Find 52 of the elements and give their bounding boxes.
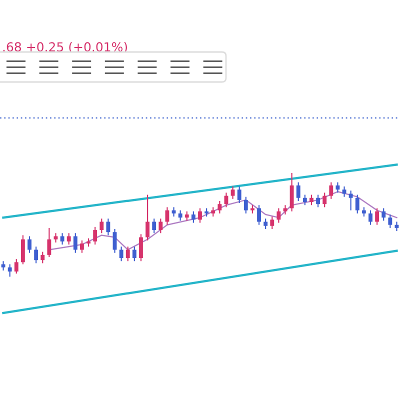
candlestick [93,226,98,246]
candlestick [270,216,274,230]
candlestick [139,234,143,262]
candlestick [302,194,307,206]
candlestick [322,192,327,208]
candlestick [310,194,314,206]
candlestick [8,264,12,278]
candlestick [283,204,288,216]
candlestick [244,196,248,214]
candlestick [296,182,300,202]
candlestick [388,214,392,229]
candlestick [119,246,124,262]
candlestick [362,206,366,218]
candlestick [80,240,84,254]
candlestick [348,190,353,211]
candlestick [73,232,78,254]
candlestick [184,210,189,222]
candlestick [126,246,130,262]
candlestick [382,208,386,222]
candlestick [132,246,136,262]
candlestick [100,218,104,234]
candlestick [165,206,170,226]
candlestick [257,204,261,226]
candlestick [14,258,18,274]
candlestick [237,186,242,204]
candlestick [230,186,235,200]
candlestick [34,246,38,264]
candlestick [368,210,372,226]
candlestick [66,232,71,246]
candlestick [20,234,25,265]
candlestick [47,227,52,258]
candlestick [211,206,216,218]
candlestick [152,218,156,234]
candlestick [198,208,202,224]
candlestick [178,210,182,222]
candlestick [290,172,294,212]
candlestick [264,218,268,230]
candlestick [276,208,281,224]
candlestick [106,218,110,236]
candlestick [40,251,45,264]
candlestick [158,218,163,234]
candlestick [146,194,150,241]
candlestick [191,210,196,224]
candlestick [28,236,32,254]
candlestick [336,182,340,194]
candlestick [355,194,360,214]
text: .68 +0.25 (+0.01%) [3,42,127,54]
candlestick [375,208,380,226]
candlestick [60,232,64,246]
candlestick [218,200,222,214]
candlestick [329,182,334,200]
candlestick [316,194,320,208]
